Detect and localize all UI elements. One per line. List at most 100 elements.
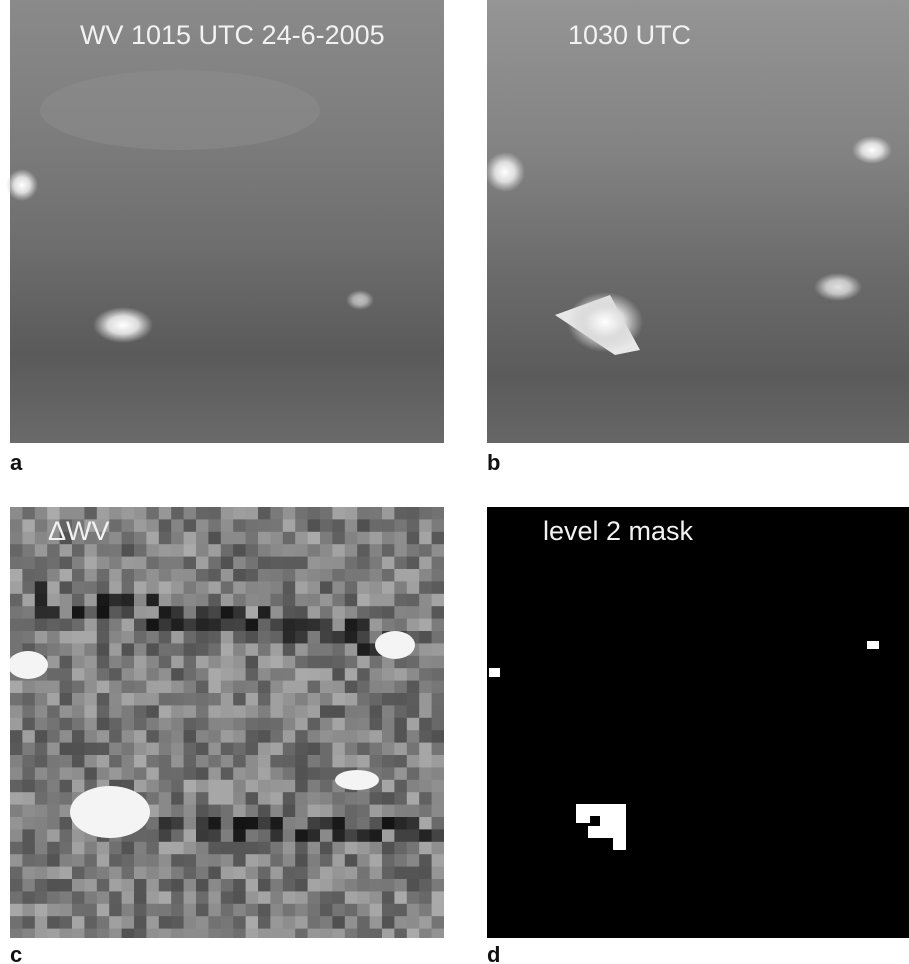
- pixel: [171, 606, 184, 619]
- bright-spot: [8, 651, 48, 679]
- pixel: [60, 854, 73, 867]
- pixel: [84, 581, 97, 594]
- pixel: [345, 879, 358, 892]
- panel-c-image: [8, 507, 445, 942]
- pixel: [47, 581, 60, 594]
- pixel: [97, 581, 110, 594]
- pixel: [122, 594, 135, 607]
- pixel: [184, 879, 197, 892]
- pixel: [134, 705, 147, 718]
- pixel: [159, 891, 172, 904]
- pixel: [159, 730, 172, 743]
- pixel: [35, 817, 48, 830]
- pixel: [394, 805, 407, 818]
- pixel: [357, 879, 370, 892]
- pixel: [208, 594, 221, 607]
- pixel: [308, 718, 321, 731]
- pixel: [258, 743, 271, 756]
- pixel: [47, 557, 60, 570]
- pixel: [246, 532, 259, 545]
- pixel: [60, 743, 73, 756]
- pixel: [394, 581, 407, 594]
- pixel: [432, 817, 445, 830]
- pixel: [382, 594, 395, 607]
- pixel: [159, 606, 172, 619]
- pixel: [159, 594, 172, 607]
- pixel: [84, 904, 97, 917]
- pixel: [295, 879, 308, 892]
- pixel: [258, 507, 271, 520]
- pixel: [258, 519, 271, 532]
- pixel: [270, 557, 283, 570]
- pixel: [233, 681, 246, 694]
- pixel: [22, 792, 35, 805]
- pixel: [283, 829, 296, 842]
- pixel: [196, 656, 209, 669]
- pixel: [84, 718, 97, 731]
- pixel: [171, 569, 184, 582]
- pixel: [345, 619, 358, 632]
- pixel: [109, 854, 122, 867]
- pixel: [370, 891, 383, 904]
- pixel: [184, 668, 197, 681]
- pixel: [10, 755, 23, 768]
- pixel: [233, 780, 246, 793]
- pixel: [357, 916, 370, 929]
- pixel: [10, 544, 23, 557]
- pixel: [419, 718, 432, 731]
- pixel: [97, 557, 110, 570]
- pixel: [171, 656, 184, 669]
- pixel: [10, 817, 23, 830]
- pixel: [84, 767, 97, 780]
- pixel: [394, 705, 407, 718]
- pixel: [407, 904, 420, 917]
- pixel: [407, 817, 420, 830]
- pixel: [283, 767, 296, 780]
- pixel: [47, 891, 60, 904]
- pixel: [432, 544, 445, 557]
- pixel: [146, 780, 159, 793]
- pixel: [295, 507, 308, 520]
- pixel: [35, 594, 48, 607]
- pixel: [332, 755, 345, 768]
- pixel: [171, 916, 184, 929]
- pixel: [407, 829, 420, 842]
- panel-caption: ΔWV: [48, 516, 110, 546]
- pixel: [295, 619, 308, 632]
- pixel: [233, 532, 246, 545]
- pixel: [171, 581, 184, 594]
- pixel: [233, 767, 246, 780]
- pixel: [357, 532, 370, 545]
- pixel: [432, 668, 445, 681]
- pixel: [47, 631, 60, 644]
- pixel: [171, 780, 184, 793]
- pixel: [332, 606, 345, 619]
- pixel: [432, 656, 445, 669]
- pixel: [171, 805, 184, 818]
- panel-letter: a: [10, 450, 23, 475]
- pixel: [308, 879, 321, 892]
- pixel: [159, 668, 172, 681]
- pixel: [357, 519, 370, 532]
- pixel: [370, 705, 383, 718]
- pixel: [295, 705, 308, 718]
- pixel: [22, 854, 35, 867]
- pixel: [196, 693, 209, 706]
- pixel: [258, 755, 271, 768]
- pixel: [258, 606, 271, 619]
- pixel: [382, 842, 395, 855]
- pixel: [419, 619, 432, 632]
- pixel: [345, 656, 358, 669]
- pixel: [246, 594, 259, 607]
- pixel: [60, 817, 73, 830]
- pixel: [10, 619, 23, 632]
- pixel: [332, 668, 345, 681]
- pixel: [72, 867, 85, 880]
- pixel: [407, 916, 420, 929]
- pixel: [407, 867, 420, 880]
- pixel: [97, 879, 110, 892]
- pixel: [184, 718, 197, 731]
- pixel: [221, 619, 234, 632]
- pixel: [196, 792, 209, 805]
- pixel: [221, 829, 234, 842]
